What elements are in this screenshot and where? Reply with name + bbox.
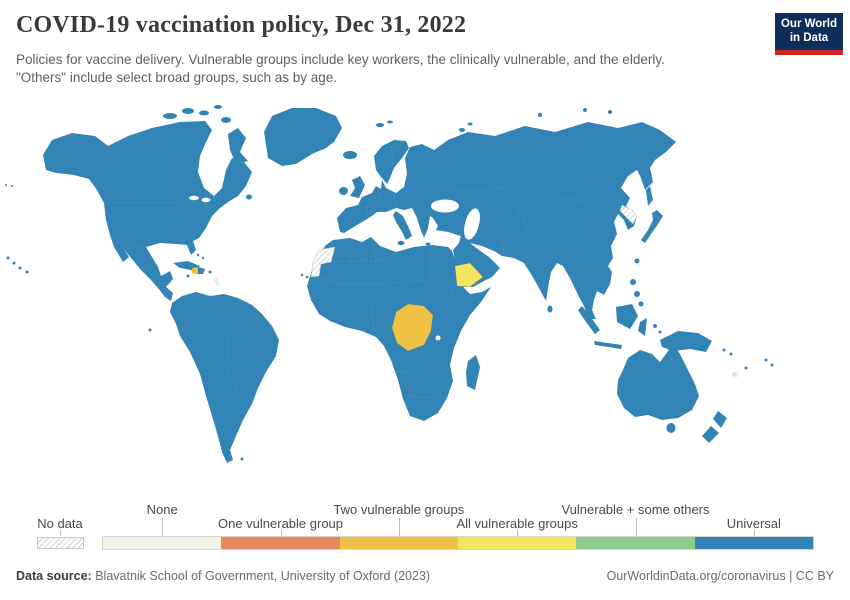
legend-swatch-2[interactable] [339,537,458,549]
country-new-zealand-north [713,411,727,428]
country-western-sahara[interactable] [310,246,336,278]
legend-swatch-0[interactable] [103,537,222,549]
legend-label[interactable]: Two vulnerable groups [333,502,465,517]
country-sri-lanka [547,305,553,313]
country-sulawesi [638,318,647,336]
country-united-kingdom[interactable] [350,176,365,198]
country-yemen[interactable] [454,262,484,288]
country-north-korea[interactable] [619,204,638,225]
country-new-zealand-south [702,426,719,443]
legend-label[interactable]: All vulnerable groups [456,516,578,531]
legend-swatch-no-data[interactable] [37,537,84,549]
subtitle-line-2: "Others" include select broad groups, su… [16,69,338,85]
country-madagascar[interactable] [466,355,480,390]
country-java [594,341,622,349]
country-japan[interactable] [641,210,663,243]
legend-swatch-5[interactable] [694,537,813,549]
chart-subtitle: Policies for vaccine delivery. Vulnerabl… [16,51,776,87]
inland-water [189,195,480,341]
page-title: COVID-19 vaccination policy, Dec 31, 202… [16,12,467,38]
logo-line-1: Our World [780,18,837,31]
country-tasmania [666,423,676,433]
owid-logo[interactable]: Our World in Data [775,13,843,55]
legend-tick [753,530,755,536]
legend-bar [102,536,814,550]
legend-label-no-data[interactable]: No data [37,516,83,531]
legend-label[interactable]: One vulnerable group [217,516,344,531]
data-source-label: Data source: [16,569,92,583]
owid-credit-link[interactable]: OurWorldinData.org/coronavirus | CC BY [606,569,834,583]
country-sumatra [578,306,600,334]
country-ireland [339,187,348,195]
country-iceland [343,151,357,159]
legend-tick [398,518,400,536]
legend-swatch-3[interactable] [458,537,577,549]
legend-tick [280,530,282,536]
country-borneo [616,304,638,329]
country-eurasia[interactable] [337,122,676,319]
landmasses-universal[interactable] [5,105,774,463]
country-italy[interactable] [393,211,412,240]
country-australia[interactable] [617,344,699,420]
data-source: Data source: Blavatnik School of Governm… [16,569,430,583]
country-scandinavia[interactable] [374,140,409,184]
logo-line-2: in Data [789,31,829,44]
country-democratic-republic-of-congo[interactable] [391,303,434,352]
legend-tick [635,518,637,536]
legend-label[interactable]: Universal [726,516,781,531]
legend-swatch-1[interactable] [221,537,340,549]
country-new-guinea [660,331,712,352]
legend-swatch-4[interactable] [576,537,695,549]
country-dominican-republic[interactable] [198,267,205,274]
legend-tick [162,518,164,536]
country-south-america[interactable] [170,292,279,463]
country-haiti[interactable] [191,266,199,275]
subtitle-line-1: Policies for vaccine delivery. Vulnerabl… [16,52,665,67]
legend-tick [60,530,61,536]
legend-tick [517,530,519,536]
data-source-text: Blavatnik School of Government, Universi… [91,569,431,583]
country-taiwan [634,258,640,264]
country-borders [103,145,589,444]
country-greenland[interactable] [264,108,342,166]
legend-label[interactable]: None [146,502,178,517]
legend-label[interactable]: Vulnerable + some others [561,502,710,517]
country-north-america[interactable] [43,121,252,301]
